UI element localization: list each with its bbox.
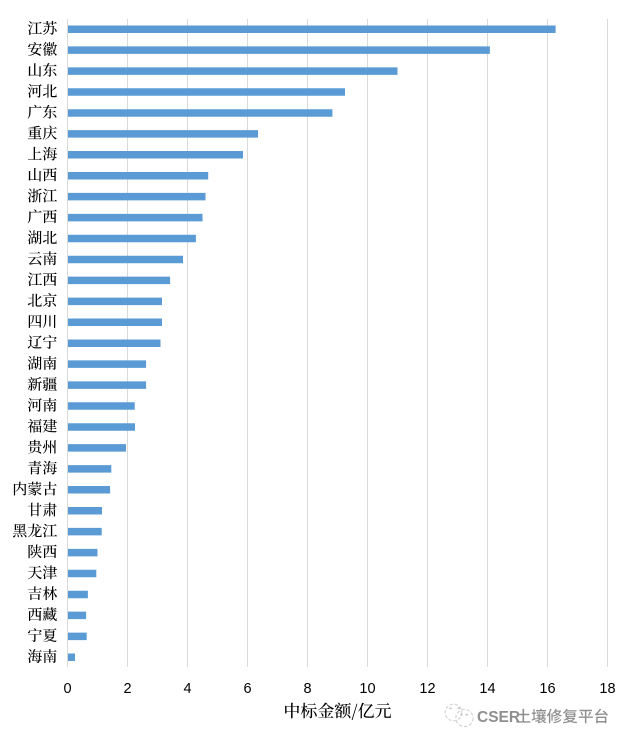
svg-text:4: 4 <box>183 681 191 697</box>
svg-text:10: 10 <box>359 681 375 697</box>
svg-text:6: 6 <box>243 681 251 697</box>
svg-text:CSER: CSER <box>478 710 521 727</box>
svg-text:2: 2 <box>123 681 131 697</box>
svg-text:8: 8 <box>303 681 311 697</box>
svg-text:CSER: CSER <box>477 709 520 726</box>
svg-text:16: 16 <box>539 681 555 697</box>
svg-text:12: 12 <box>419 681 435 697</box>
svg-text:14: 14 <box>479 681 495 697</box>
svg-text:0: 0 <box>63 681 71 697</box>
svg-text:18: 18 <box>599 681 615 697</box>
